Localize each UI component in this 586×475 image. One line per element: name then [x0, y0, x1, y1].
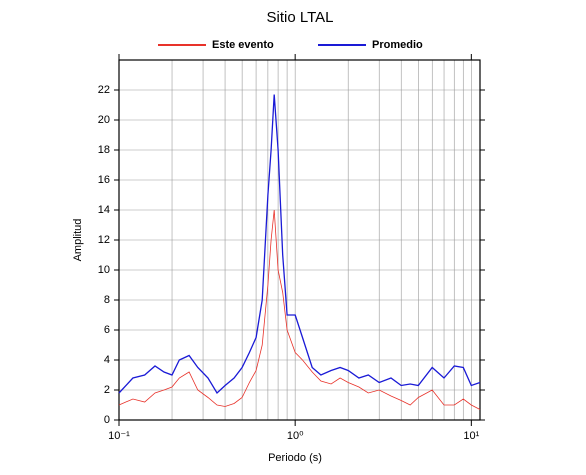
legend-label: Este evento: [212, 39, 274, 51]
y-tick-label: 14: [98, 204, 110, 216]
y-tick-label: 2: [104, 384, 110, 396]
data-line: [118, 94, 481, 395]
y-axis-label: Amplitud: [72, 219, 84, 262]
data-line: [118, 209, 481, 410]
chart-title: Sitio LTAL: [267, 9, 334, 26]
y-tick-label: 0: [104, 414, 110, 426]
y-tick-label: 22: [98, 84, 110, 96]
y-tick-label: 12: [98, 234, 110, 246]
y-tick-label: 18: [98, 144, 110, 156]
y-tick-label: 8: [104, 294, 110, 306]
y-tick-label: 4: [104, 354, 110, 366]
x-axis-label: Periodo (s): [268, 452, 322, 464]
legend-label: Promedio: [372, 39, 423, 51]
y-tick-label: 6: [104, 324, 110, 336]
y-tick-label: 10: [98, 264, 110, 276]
x-tick-label: 10¹: [463, 430, 479, 442]
y-tick-label: 20: [98, 114, 110, 126]
x-tick-label: 10⁻¹: [108, 430, 130, 442]
x-tick-label: 10⁰: [287, 430, 304, 442]
y-tick-label: 16: [98, 174, 110, 186]
plot-frame: [118, 59, 481, 421]
